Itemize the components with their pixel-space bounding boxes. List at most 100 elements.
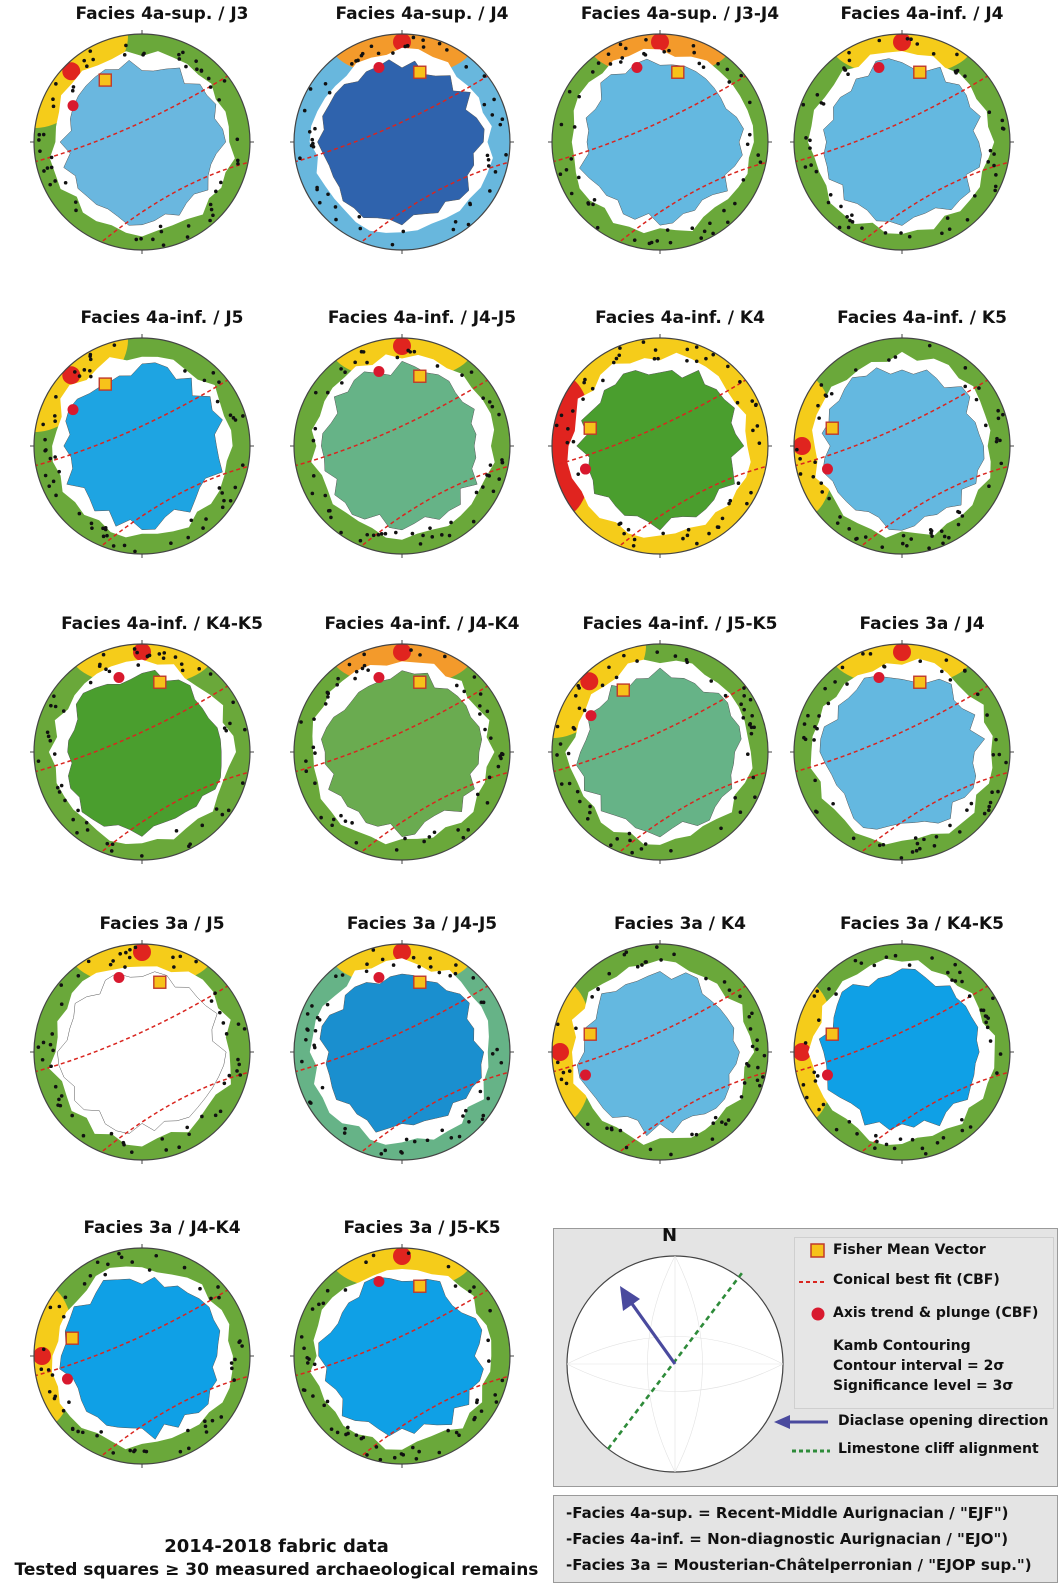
data-point xyxy=(371,948,376,952)
data-point xyxy=(711,352,716,357)
data-point xyxy=(421,38,425,43)
data-point xyxy=(469,370,474,374)
data-point xyxy=(653,348,658,352)
data-point xyxy=(493,1393,498,1397)
data-point xyxy=(301,1388,306,1392)
data-point xyxy=(481,1113,486,1118)
data-point xyxy=(755,1078,760,1083)
data-point xyxy=(217,98,221,102)
data-point xyxy=(899,231,903,235)
data-point xyxy=(960,1128,965,1133)
data-point xyxy=(57,790,62,794)
fisher-mean-marker xyxy=(413,675,427,689)
data-point xyxy=(761,1075,765,1079)
stereonet-plot xyxy=(30,940,254,1164)
data-point xyxy=(222,498,226,503)
cbf-arc xyxy=(351,1071,510,1160)
max-contour xyxy=(893,34,911,51)
data-point xyxy=(208,202,213,207)
data-point xyxy=(204,1430,209,1434)
data-point xyxy=(350,821,354,825)
data-point xyxy=(122,53,127,57)
data-point xyxy=(884,955,889,959)
data-point xyxy=(340,381,344,385)
data-point xyxy=(899,856,904,860)
data-point xyxy=(987,110,992,115)
data-point xyxy=(815,1074,820,1078)
data-point xyxy=(582,380,586,385)
data-point xyxy=(310,1004,314,1008)
data-point xyxy=(380,957,385,962)
data-point xyxy=(406,348,410,353)
data-point xyxy=(54,82,58,86)
legend-box: N Fisher Mean Vector Conical best fit (C… xyxy=(553,1225,1058,1487)
data-point xyxy=(467,1120,471,1124)
data-point xyxy=(909,37,913,42)
data-point xyxy=(753,795,757,799)
data-point xyxy=(741,178,746,182)
data-point xyxy=(478,704,482,708)
cbf-arc xyxy=(794,971,1010,1073)
data-point xyxy=(169,541,173,545)
data-point xyxy=(893,355,898,359)
data-point xyxy=(411,955,416,960)
data-point xyxy=(478,1089,483,1094)
cbf-arc xyxy=(294,365,510,467)
panel-title: Facies 4a-sup. / J3-J4 xyxy=(580,4,780,24)
data-point xyxy=(855,1131,859,1136)
data-point xyxy=(928,527,933,532)
axis-marker xyxy=(113,671,125,683)
data-point xyxy=(186,1428,190,1433)
data-point xyxy=(719,826,723,831)
data-point xyxy=(998,1052,1003,1056)
data-point xyxy=(310,491,315,496)
data-point xyxy=(874,1133,878,1138)
data-point xyxy=(500,117,505,122)
data-point xyxy=(808,146,812,150)
max-contour xyxy=(393,338,411,355)
data-point xyxy=(43,437,47,442)
data-point xyxy=(569,191,574,196)
data-point xyxy=(325,1288,330,1293)
axis-marker xyxy=(579,463,591,475)
cbf-arc xyxy=(851,161,1010,250)
stereonet-panel: Facies 4a-sup. / J4 xyxy=(290,4,554,294)
data-point xyxy=(229,1361,234,1365)
cbf-arc xyxy=(351,465,510,554)
data-point xyxy=(690,226,695,231)
cbf-arc xyxy=(294,971,510,1073)
axis-marker xyxy=(873,671,885,683)
data-point xyxy=(931,52,936,56)
data-point xyxy=(440,1128,445,1133)
data-point xyxy=(77,511,82,516)
data-point xyxy=(243,727,247,732)
data-point xyxy=(881,842,886,847)
max-contour xyxy=(794,437,811,455)
data-point xyxy=(133,549,137,554)
data-point xyxy=(798,472,803,476)
stereonet-panel: Facies 4a-sup. / J3 xyxy=(30,4,294,294)
data-point xyxy=(929,531,933,535)
data-point xyxy=(305,1012,310,1016)
data-point xyxy=(802,722,807,726)
inner-contour xyxy=(318,1276,484,1437)
data-point xyxy=(814,169,819,174)
data-point xyxy=(51,479,56,484)
cbf-arc xyxy=(552,671,768,773)
data-point xyxy=(109,849,114,853)
data-point xyxy=(559,1077,564,1082)
data-point xyxy=(479,1409,484,1413)
data-point xyxy=(988,1039,993,1043)
data-point xyxy=(997,752,1002,757)
data-point xyxy=(73,370,77,374)
data-point xyxy=(241,414,245,418)
data-point xyxy=(907,963,912,967)
data-point xyxy=(900,541,905,546)
data-point xyxy=(174,829,179,833)
data-point xyxy=(101,652,106,657)
data-point xyxy=(685,533,690,538)
stereonet-panel: Facies 4a-inf. / J5 xyxy=(30,308,294,598)
data-point xyxy=(639,847,644,851)
data-point xyxy=(686,527,691,532)
data-point xyxy=(893,953,898,958)
